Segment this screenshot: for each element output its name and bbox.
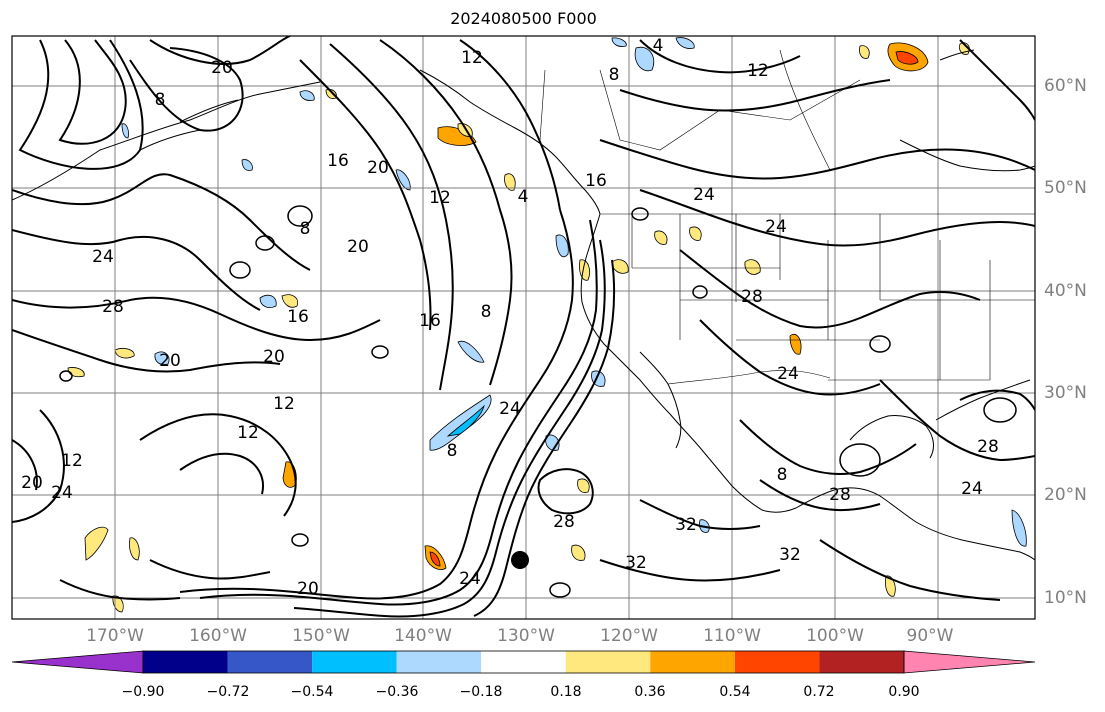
- longitude-label: 150°W: [292, 626, 350, 646]
- longitude-label: 170°W: [86, 626, 144, 646]
- contour-label: 16: [585, 171, 607, 191]
- colorbar-tick-label: 0.72: [803, 684, 835, 700]
- colorbar-tick-label: −0.18: [459, 684, 503, 700]
- colorbar-segment: [481, 651, 566, 673]
- contour-label: 24: [693, 185, 715, 205]
- contour-label: 8: [155, 90, 166, 110]
- colorbar-tick-label: −0.72: [206, 684, 250, 700]
- latitude-label: 50°N: [1044, 178, 1087, 198]
- contour-label: 28: [977, 437, 999, 457]
- colorbar-tick-label: 0.90: [888, 684, 920, 700]
- contour-label: 4: [518, 187, 529, 207]
- colorbar: [11, 650, 1036, 674]
- colorbar-tick-label: −0.36: [375, 684, 419, 700]
- contour-label: 12: [61, 451, 83, 471]
- contour-label: 20: [211, 58, 233, 78]
- contour-label: 20: [159, 351, 181, 371]
- contour-label: 12: [747, 61, 769, 81]
- contour-label: 12: [237, 423, 259, 443]
- contour-label: 20: [347, 237, 369, 257]
- contour-label-layer: 20 12 8 4 12 8 16 20 12 16 24 20 24 28 1…: [21, 36, 999, 599]
- colorbar-segment: [650, 651, 735, 673]
- colorbar-segment: [227, 651, 313, 673]
- contour-label: 20: [21, 473, 43, 493]
- latitude-label: 60°N: [1044, 76, 1087, 96]
- colorbar-segment: [565, 651, 651, 673]
- longitude-label: 110°W: [703, 626, 761, 646]
- colorbar-segment: [396, 651, 482, 673]
- colorbar-tick-label: 0.18: [550, 684, 582, 700]
- contour-label: 24: [777, 364, 799, 384]
- latitude-label: 20°N: [1044, 485, 1087, 505]
- contour-label: 24: [459, 569, 481, 589]
- storm-center-marker: [511, 551, 529, 569]
- contour-label: 24: [499, 399, 521, 419]
- contour-label: 24: [961, 479, 983, 499]
- contour-label: 12: [273, 394, 295, 414]
- contour-label: 8: [777, 465, 788, 485]
- longitude-label: 90°W: [906, 626, 954, 646]
- colorbar-segment: [143, 651, 228, 673]
- contour-label: 32: [625, 553, 647, 573]
- contour-label: 28: [102, 297, 124, 317]
- map-frame: [11, 35, 1036, 620]
- longitude-label: 160°W: [189, 626, 247, 646]
- contour-label: 8: [481, 302, 492, 322]
- contour-label: 16: [287, 307, 309, 327]
- colorbar-tick-label: 0.36: [634, 684, 666, 700]
- contour-label: 24: [92, 247, 114, 267]
- contour-label: 12: [461, 48, 483, 68]
- latitude-label: 10°N: [1044, 588, 1087, 608]
- colorbar-extend-min: [11, 650, 144, 674]
- contour-label: 8: [300, 219, 311, 239]
- coastlines: [12, 49, 1035, 561]
- contour-label: 20: [367, 158, 389, 178]
- colorbar-tick-label: −0.90: [121, 684, 165, 700]
- contour-label: 12: [429, 188, 451, 208]
- colorbar-frame: [142, 650, 905, 674]
- contour-lines: [12, 36, 1035, 618]
- contour-label: 32: [779, 545, 801, 565]
- colorbar-segment: [312, 651, 397, 673]
- colorbar-tick-label: 0.54: [719, 684, 751, 700]
- contour-label: 24: [51, 483, 73, 503]
- contour-label: 32: [675, 515, 697, 535]
- colorbar-segment: [819, 651, 904, 673]
- colorbar-tick-label: −0.54: [290, 684, 334, 700]
- contour-label: 28: [741, 287, 763, 307]
- latitude-label: 40°N: [1044, 281, 1087, 301]
- contour-label: 24: [765, 217, 787, 237]
- contour-label: 8: [609, 65, 620, 85]
- small-closed-contours: [59, 205, 1017, 598]
- contour-label: 20: [297, 579, 319, 599]
- contour-label: 28: [829, 485, 851, 505]
- contour-label: 20: [263, 347, 285, 367]
- contour-label: 28: [553, 512, 575, 532]
- longitude-label: 120°W: [600, 626, 658, 646]
- contour-label: 8: [447, 441, 458, 461]
- contour-label: 16: [419, 311, 441, 331]
- latitude-label: 30°N: [1044, 383, 1087, 403]
- contour-label: 16: [327, 151, 349, 171]
- colorbar-extend-max: [903, 650, 1036, 674]
- graticule-grid: [12, 36, 1035, 619]
- longitude-label: 100°W: [806, 626, 864, 646]
- longitude-label: 130°W: [497, 626, 555, 646]
- map-title: 2024080500 F000: [450, 9, 597, 28]
- colorbar-segment: [734, 651, 820, 673]
- map-plot-area: [12, 36, 1035, 619]
- contour-label: 4: [653, 36, 664, 56]
- longitude-label: 140°W: [394, 626, 452, 646]
